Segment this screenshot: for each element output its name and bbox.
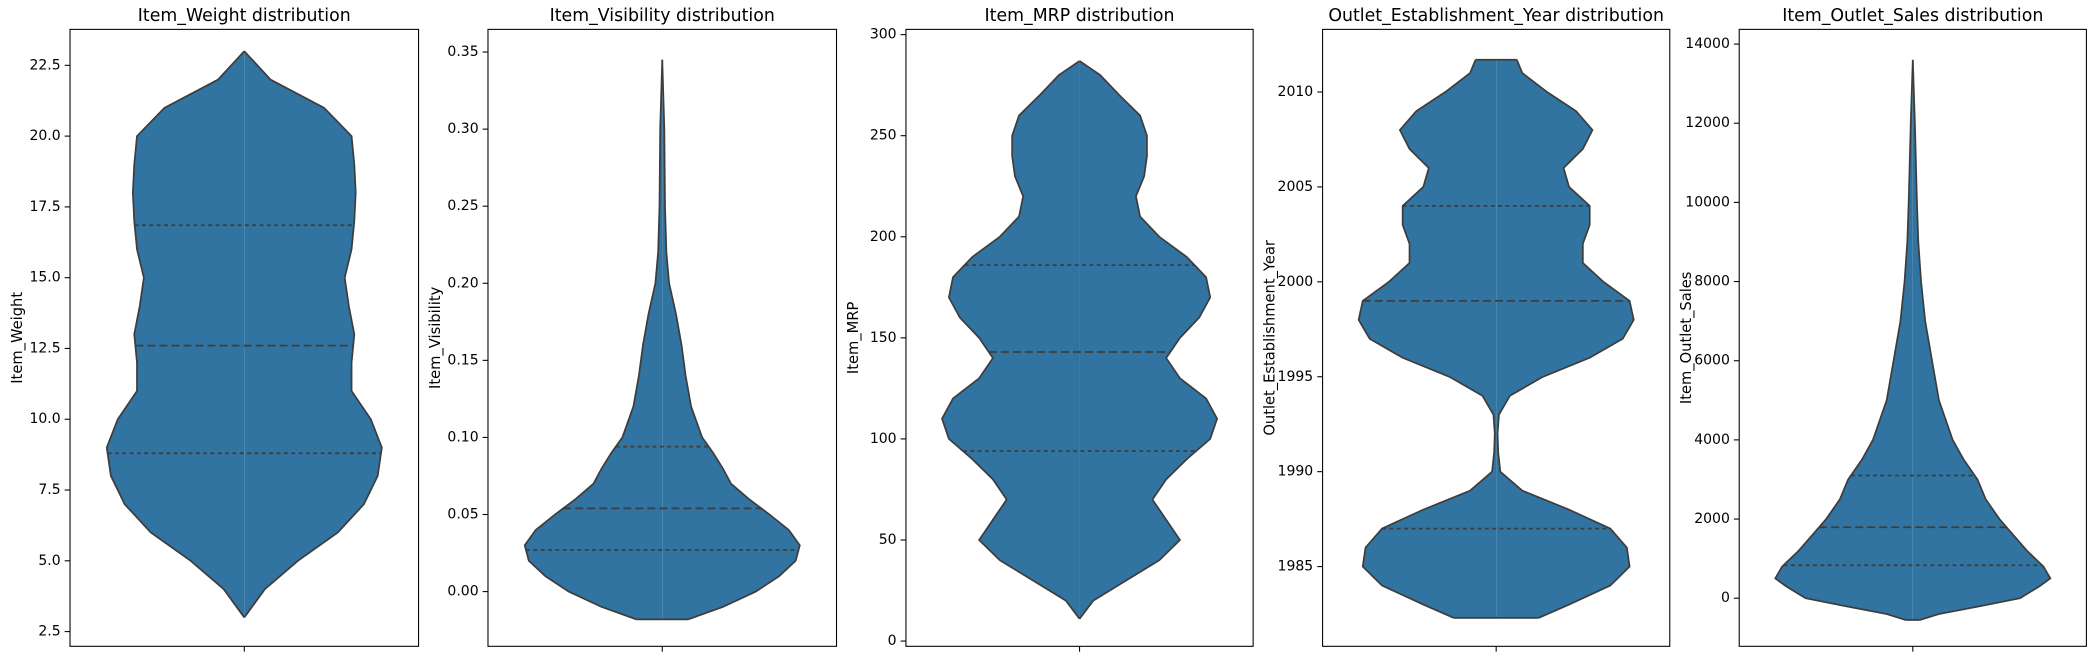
y-tick-label: 0: [888, 633, 897, 649]
y-tick-label: 12.5: [29, 340, 60, 356]
y-tick-label: 17.5: [29, 199, 60, 215]
y-axis-label: Item_Weight: [9, 292, 26, 384]
y-tick-label: 12000: [1685, 115, 1730, 131]
violin-body: [106, 51, 245, 618]
violin-outline: [1078, 60, 1219, 620]
violin-outline: [661, 59, 801, 621]
y-tick-label: 0.00: [447, 584, 478, 600]
panel-title: Item_Visibility distribution: [550, 6, 775, 26]
y-tick-label: 50: [879, 532, 897, 548]
y-tick-label: 0.05: [447, 507, 478, 523]
violin-outline: [105, 50, 245, 618]
y-axis-label: Item_Outlet_Sales: [1678, 272, 1695, 405]
y-tick-label: 0.25: [447, 198, 478, 214]
plot-frame: [1322, 28, 1671, 647]
panel-title: Outlet_Establishment_Year distribution: [1328, 6, 1664, 26]
y-tick-label: 300: [870, 27, 897, 43]
panel-title: Item_Outlet_Sales distribution: [1782, 6, 2043, 26]
y-tick-label: 2.5: [38, 624, 60, 640]
y-tick-label: 1995: [1278, 369, 1314, 385]
y-tick-label: 8000: [1694, 274, 1730, 290]
violin-body: [1912, 59, 2051, 620]
y-tick-label: 0.30: [447, 121, 478, 137]
y-tick-label: 2005: [1278, 179, 1314, 195]
violin-outline: [243, 50, 383, 618]
y-axis-label: Item_MRP: [845, 301, 862, 374]
violin-outline: [1774, 59, 1914, 621]
y-tick-label: 0.20: [447, 275, 478, 291]
y-tick-label: 5.0: [38, 553, 60, 569]
y-tick-label: 4000: [1694, 432, 1730, 448]
plot-frame: [905, 28, 1254, 647]
y-tick-label: 2000: [1278, 274, 1314, 290]
y-tick-label: 150: [870, 330, 897, 346]
violin-body: [662, 59, 800, 620]
y-tick-label: 0.35: [447, 44, 478, 60]
y-tick-label: 10000: [1685, 194, 1730, 210]
panel-title: Item_MRP distribution: [985, 6, 1175, 26]
panel-title: Item_Weight distribution: [138, 6, 351, 26]
violin-body: [1358, 59, 1497, 618]
plot-frame: [69, 28, 420, 647]
y-tick-label: 1990: [1278, 464, 1314, 480]
violin-body: [1775, 59, 1913, 620]
violin-outline: [1911, 59, 2052, 621]
y-tick-label: 250: [870, 128, 897, 144]
violin-body: [524, 59, 663, 620]
y-tick-label: 7.5: [38, 482, 60, 498]
violin-outline: [941, 60, 1081, 620]
y-tick-label: 100: [870, 431, 897, 447]
y-tick-label: 2000: [1694, 511, 1730, 527]
y-tick-label: 20.0: [29, 128, 60, 144]
y-tick-label: 0.10: [447, 429, 478, 445]
y-tick-label: 10.0: [29, 411, 60, 427]
y-tick-label: 14000: [1685, 36, 1730, 52]
y-tick-label: 0: [1721, 590, 1730, 606]
y-tick-label: 6000: [1694, 353, 1730, 369]
y-tick-label: 2010: [1278, 84, 1314, 100]
violin-body: [942, 60, 1080, 619]
y-tick-label: 0.15: [447, 352, 478, 368]
plot-frame: [1738, 28, 2087, 647]
violin-body: [1496, 59, 1634, 618]
y-axis-label: Outlet_Establishment_Year: [1262, 239, 1279, 436]
y-tick-label: 1985: [1278, 559, 1314, 575]
violin-body: [1079, 60, 1218, 619]
y-tick-label: 200: [870, 229, 897, 245]
plot-frame: [487, 28, 838, 647]
y-tick-label: 22.5: [29, 57, 60, 73]
y-axis-label: Item_Visibility: [427, 286, 444, 389]
violin-outline: [523, 59, 664, 621]
y-tick-label: 15.0: [29, 270, 60, 286]
violin-body: [244, 51, 382, 618]
